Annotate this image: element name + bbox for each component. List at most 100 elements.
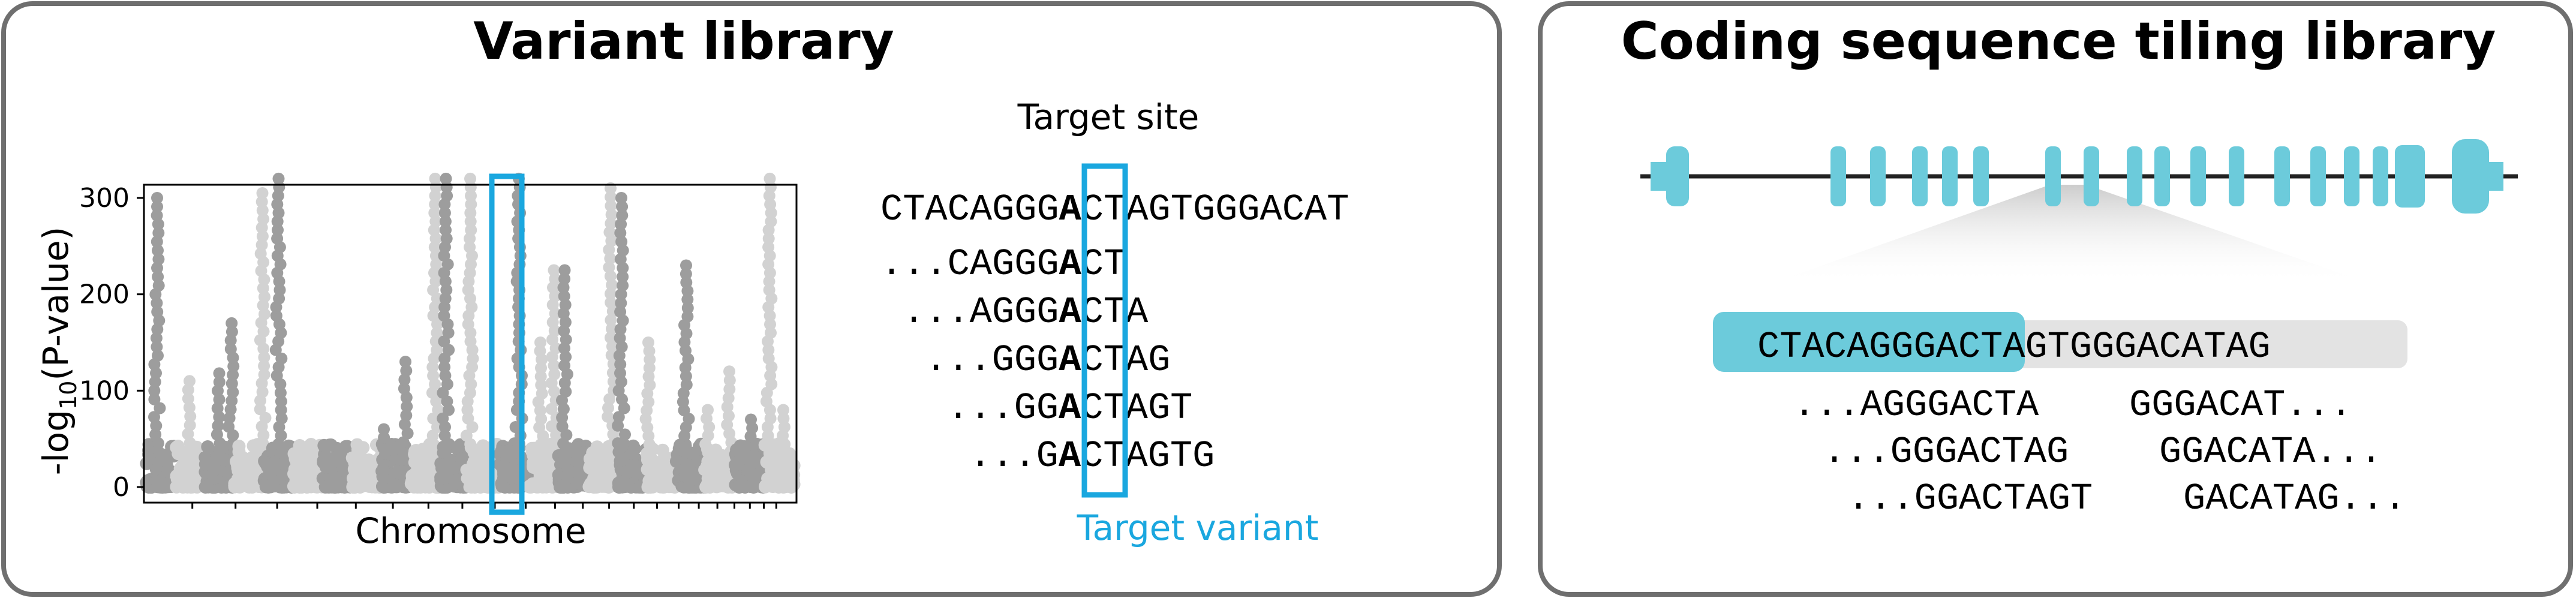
manhattan-point	[154, 402, 166, 414]
manhattan-point	[605, 200, 617, 212]
manhattan-point	[256, 196, 268, 208]
manhattan-point	[259, 411, 272, 424]
manhattan-point	[765, 326, 777, 339]
manhattan-point	[600, 481, 613, 493]
gene-exon	[1912, 146, 1928, 206]
manhattan-point	[605, 191, 617, 203]
gene-exon	[2373, 146, 2388, 206]
manhattan-point	[612, 446, 625, 458]
manhattan-point	[152, 349, 164, 362]
manhattan-point	[226, 377, 238, 390]
manhattan-point	[350, 438, 364, 452]
manhattan-point	[378, 464, 390, 477]
manhattan-point	[441, 190, 453, 202]
manhattan-point	[199, 458, 212, 471]
manhattan-point	[212, 419, 224, 432]
manhattan-point-peak	[378, 423, 390, 435]
manhattan-point	[534, 370, 547, 383]
target-variant-highlight-plot	[489, 173, 525, 515]
manhattan-point	[680, 447, 693, 459]
manhattan-point	[605, 208, 618, 221]
manhattan-point	[495, 479, 509, 493]
gene-exon	[1973, 146, 1989, 206]
manhattan-point	[558, 273, 571, 285]
manhattan-point	[302, 440, 316, 453]
gene-utr-right	[2483, 162, 2503, 191]
manhattan-point-peak	[226, 317, 238, 329]
manhattan-point	[182, 463, 194, 476]
manhattan-point	[729, 458, 742, 472]
manhattan-point	[614, 305, 627, 318]
manhattan-point	[438, 309, 450, 322]
manhattan-point	[535, 378, 548, 391]
manhattan-point	[606, 323, 618, 335]
target-variant-highlight-sequence	[1081, 163, 1128, 498]
manhattan-point	[465, 224, 477, 236]
manhattan-point	[429, 198, 441, 211]
manhattan-point	[258, 360, 270, 372]
manhattan-point	[184, 410, 197, 423]
manhattan-plot: 0 100 200 300 Chromosome -log10(P-value)	[35, 172, 801, 551]
manhattan-point	[462, 318, 474, 330]
manhattan-point	[619, 428, 631, 441]
manhattan-point	[614, 358, 627, 371]
manhattan-point	[467, 352, 479, 365]
y-axis-label-subscript: 10	[55, 381, 82, 410]
manhattan-point	[183, 401, 196, 414]
target-variant-label: Target variant	[1077, 507, 1319, 548]
manhattan-point	[615, 236, 628, 248]
manhattan-point	[227, 386, 239, 398]
manhattan-point	[213, 376, 226, 388]
manhattan-point-peak	[777, 404, 789, 416]
manhattan-point	[681, 310, 694, 323]
manhattan-point-peak	[351, 456, 363, 469]
manhattan-point	[462, 284, 474, 296]
manhattan-point	[464, 207, 477, 219]
manhattan-point	[182, 384, 194, 396]
manhattan-points	[140, 172, 801, 494]
manhattan-point	[585, 476, 599, 489]
manhattan-point	[325, 461, 337, 474]
manhattan-point	[643, 362, 656, 374]
gene-exon	[1830, 146, 1846, 206]
manhattan-point	[329, 471, 342, 483]
cds-tile-2-left: ...GGGACTAG	[1823, 431, 2069, 473]
cds-tile-1-left: ...AGGGACTA	[1793, 384, 2039, 426]
manhattan-point	[642, 455, 654, 468]
manhattan-point	[257, 213, 270, 226]
manhattan-point	[462, 412, 474, 425]
manhattan-point-peak	[615, 192, 627, 204]
manhattan-point	[605, 296, 617, 309]
manhattan-point-peak	[429, 172, 441, 185]
manhattan-point	[274, 386, 287, 399]
manhattan-point	[779, 455, 792, 468]
gene-exon	[2154, 146, 2170, 206]
manhattan-point	[615, 297, 627, 309]
manhattan-point	[560, 385, 572, 398]
manhattan-point	[227, 360, 240, 372]
manhattan-point	[256, 204, 269, 217]
manhattan-point	[440, 224, 452, 236]
manhattan-point	[431, 326, 443, 339]
manhattan-point	[590, 457, 603, 471]
manhattan-point	[148, 411, 160, 423]
gene-exon	[1942, 146, 1958, 206]
manhattan-point	[223, 420, 235, 433]
manhattan-point-peak	[440, 172, 452, 185]
gene-exon-last	[2452, 139, 2489, 214]
manhattan-point	[545, 437, 557, 450]
manhattan-point	[151, 305, 164, 318]
manhattan-point	[723, 410, 735, 422]
manhattan-point	[288, 479, 302, 493]
manhattan-point	[615, 375, 627, 388]
manhattan-point	[723, 374, 736, 386]
gene-exon	[2229, 146, 2244, 206]
panel-frame	[1, 1, 1502, 597]
manhattan-point	[460, 429, 473, 442]
manhattan-point	[701, 455, 714, 468]
manhattan-point	[476, 439, 490, 453]
manhattan-point	[612, 411, 625, 423]
manhattan-point	[723, 383, 736, 395]
manhattan-point	[614, 227, 627, 239]
